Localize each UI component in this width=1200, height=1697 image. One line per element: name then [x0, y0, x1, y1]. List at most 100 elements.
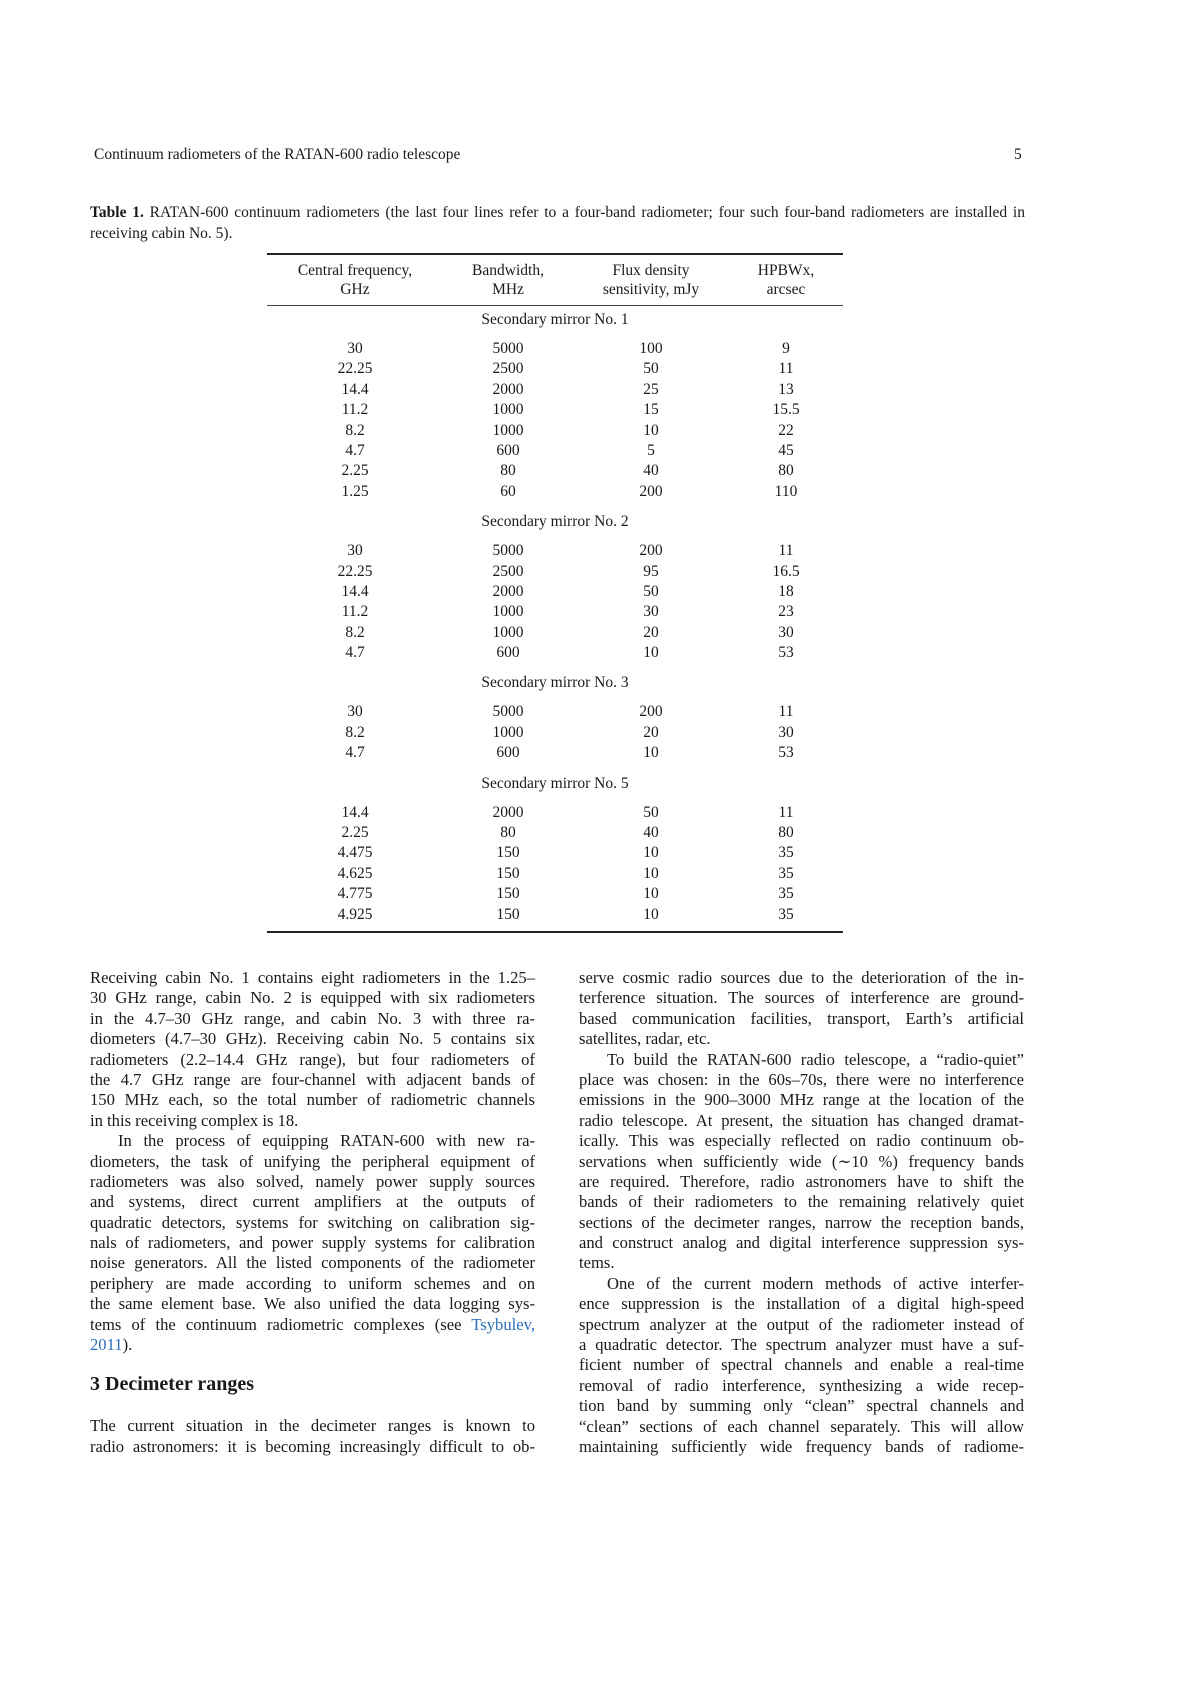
header-line: Bandwidth,	[443, 261, 573, 281]
table-cell: 150	[443, 864, 573, 884]
table-caption: Table 1. RATAN-600 continuum radiometers…	[90, 203, 1025, 244]
text-line: Receiving cabin No. 1 contains eight rad…	[90, 968, 535, 988]
citation-link[interactable]: Tsybulev,	[471, 1315, 535, 1334]
table-cell: 10	[573, 864, 729, 884]
text-line: place was chosen: in the 60s–70s, there …	[579, 1070, 1024, 1090]
group-spacer	[267, 925, 843, 931]
section-title: Secondary mirror No. 2	[267, 512, 843, 532]
table-cell: 30	[267, 541, 443, 561]
table-body: Secondary mirror No. 1 305000100922.25250…	[267, 310, 843, 931]
text-line: tion band by summing only “clean” spectr…	[579, 1396, 1024, 1416]
table-cell: 15.5	[729, 400, 843, 420]
text-line: a quadratic detector. The spectrum analy…	[579, 1335, 1024, 1355]
table-row: 4.76001053	[267, 643, 843, 663]
table-cell: 200	[573, 702, 729, 722]
table-row: 8.210002030	[267, 723, 843, 743]
table-cell: 35	[729, 843, 843, 863]
table-cell: 10	[573, 905, 729, 925]
text-line: 30 GHz range, cabin No. 2 is equipped wi…	[90, 988, 535, 1008]
paragraph: To build the RATAN-600 radio telescope, …	[579, 1050, 1024, 1274]
text-line: and construct analog and digital interfe…	[579, 1233, 1024, 1253]
text-line: “clean” sections of each channel separat…	[579, 1417, 1024, 1437]
text-line: tems.	[579, 1253, 1024, 1273]
table-cell: 100	[573, 339, 729, 359]
table-row: 11.210001515.5	[267, 400, 843, 420]
text-line: nals of radiometers, and power supply sy…	[90, 1233, 535, 1253]
radiometer-table: Central frequency,GHz Bandwidth,MHz Flux…	[267, 253, 843, 933]
table-row: 2.25804080	[267, 461, 843, 481]
table-row: 4.76001053	[267, 743, 843, 763]
table-cell: 30	[267, 339, 443, 359]
table-row: 4.4751501035	[267, 843, 843, 863]
table-cell: 80	[729, 461, 843, 481]
table-cell: 2.25	[267, 461, 443, 481]
table-cell: 1.25	[267, 482, 443, 502]
table-cell: 11	[729, 359, 843, 379]
table-cell: 150	[443, 884, 573, 904]
table-cell: 40	[573, 461, 729, 481]
table-cell: 5000	[443, 339, 573, 359]
table-cell: 18	[729, 582, 843, 602]
table-row: 4.6251501035	[267, 864, 843, 884]
text-line: radio astronomers: it is becoming increa…	[90, 1437, 535, 1457]
text-line: noise generators. All the listed compone…	[90, 1253, 535, 1273]
table-cell: 1000	[443, 421, 573, 441]
table-row: 1.2560200110	[267, 482, 843, 502]
table-cell: 2.25	[267, 823, 443, 843]
section-heading: 3 Decimeter ranges	[90, 1373, 535, 1395]
table-cell: 45	[729, 441, 843, 461]
table-row: 30500020011	[267, 541, 843, 561]
table-cell: 35	[729, 864, 843, 884]
page-number: 5	[1014, 146, 1022, 164]
table-cell: 23	[729, 602, 843, 622]
text-line: diometers, the task of unifying the peri…	[90, 1152, 535, 1172]
table-cell: 2000	[443, 582, 573, 602]
text-line: diometers (4.7–30 GHz). Receiving cabin …	[90, 1029, 535, 1049]
table-cell: 600	[443, 643, 573, 663]
text-line: the 4.7 GHz range are four-channel with …	[90, 1070, 535, 1090]
text-line: spectrum analyzer at the output of the r…	[579, 1315, 1024, 1335]
table-cell: 50	[573, 359, 729, 379]
text-line: emissions in the 900–3000 MHz range at t…	[579, 1090, 1024, 1110]
header-line: Flux density	[573, 261, 729, 281]
table-cell: 22	[729, 421, 843, 441]
citation-link[interactable]: 2011	[90, 1335, 123, 1354]
table-header: Central frequency,GHz Bandwidth,MHz Flux…	[267, 255, 843, 306]
table-cell: 13	[729, 380, 843, 400]
text-line: maintaining sufficiently wide frequency …	[579, 1437, 1024, 1457]
text-line: the same element base. We also unified t…	[90, 1294, 535, 1314]
table-cell: 8.2	[267, 723, 443, 743]
section-title: Secondary mirror No. 1	[267, 310, 843, 330]
table-cell: 30	[573, 602, 729, 622]
table-cell: 14.4	[267, 803, 443, 823]
table-cell: 150	[443, 905, 573, 925]
table-cell: 4.7	[267, 441, 443, 461]
table-cell: 11	[729, 702, 843, 722]
text-line: radio telescope. At present, the situati…	[579, 1111, 1024, 1131]
table-row: 22.2525005011	[267, 359, 843, 379]
text-line: ence suppression is the installation of …	[579, 1294, 1024, 1314]
text-line: in this receiving complex is 18.	[90, 1111, 535, 1131]
table-cell: 50	[573, 803, 729, 823]
text-line: terference situation. The sources of int…	[579, 988, 1024, 1008]
left-column: Receiving cabin No. 1 contains eight rad…	[90, 968, 535, 1457]
table-row: 30500020011	[267, 702, 843, 722]
table-cell: 11	[729, 803, 843, 823]
table-row: 3050001009	[267, 339, 843, 359]
table-cell: 4.625	[267, 864, 443, 884]
col-header-flux: Flux densitysensitivity, mJy	[573, 261, 729, 300]
table-cell: 80	[443, 461, 573, 481]
group-spacer	[267, 663, 843, 669]
table-cell: 80	[443, 823, 573, 843]
table-cell: 5	[573, 441, 729, 461]
col-header-frequency: Central frequency,GHz	[267, 261, 443, 300]
table-cell: 1000	[443, 400, 573, 420]
table-cell: 30	[729, 623, 843, 643]
table-cell: 4.775	[267, 884, 443, 904]
table-caption-text: RATAN-600 continuum radiometers (the las…	[90, 204, 1025, 242]
text-line: sections of the decimeter ranges, narrow…	[579, 1213, 1024, 1233]
header-line: MHz	[443, 280, 573, 300]
table-cell: 20	[573, 623, 729, 643]
table-cell: 16.5	[729, 562, 843, 582]
table-cell: 2500	[443, 562, 573, 582]
